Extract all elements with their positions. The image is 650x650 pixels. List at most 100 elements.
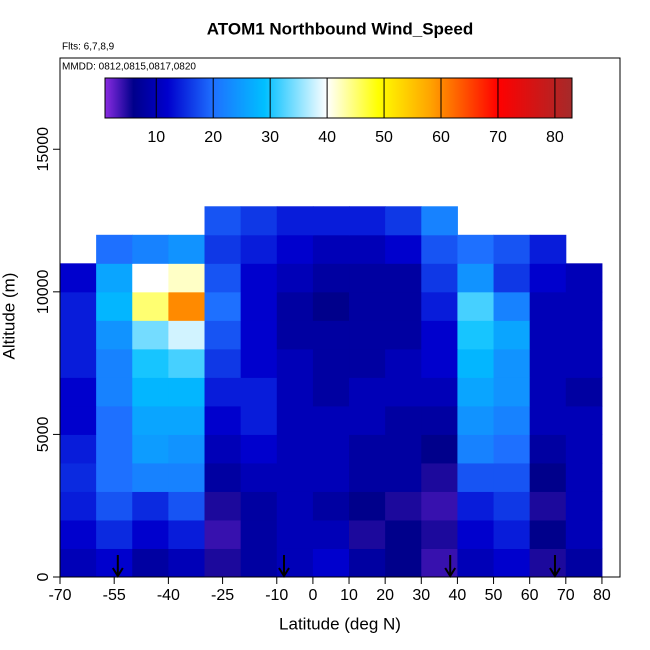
heat-cell [385, 291, 422, 321]
heat-cell [421, 434, 458, 464]
heat-cell [493, 320, 531, 350]
heat-cell [385, 263, 422, 293]
heat-cell [529, 405, 567, 435]
heat-cell [565, 462, 603, 492]
heat-cell [204, 234, 242, 264]
y-axis-label: Altitude (m) [0, 273, 18, 360]
heat-cell [168, 548, 206, 578]
heat-cell [385, 434, 422, 464]
heat-cell [60, 291, 97, 321]
heat-cell [204, 291, 242, 321]
colorbar-tick-label: 20 [204, 129, 222, 146]
arrow [278, 555, 290, 578]
heat-cell [421, 263, 458, 293]
heat-cell [204, 206, 242, 236]
x-tick-label: -70 [48, 587, 71, 604]
colorbar-tick-label: 60 [432, 129, 450, 146]
heat-cell [349, 405, 386, 435]
heat-cell [204, 405, 242, 435]
arrow [549, 555, 561, 578]
heat-cell [385, 548, 422, 578]
heat-cell [276, 462, 314, 492]
heat-cell [96, 519, 133, 549]
heat-cell [349, 234, 386, 264]
heat-cell [132, 234, 169, 264]
heat-cell [385, 377, 422, 407]
heat-cell [529, 348, 567, 378]
heat-cell [312, 462, 350, 492]
heat-cell [493, 234, 531, 264]
annotation: MMDD: 0812,0815,0817,0820 [62, 62, 196, 73]
heat-cell [96, 462, 133, 492]
heat-cell [312, 263, 350, 293]
heat-cell [132, 263, 169, 293]
heat-cell [240, 519, 278, 549]
heat-cell [565, 434, 603, 464]
heat-cell [204, 263, 242, 293]
x-tick-label: -10 [265, 587, 288, 604]
y-tick-label: 5000 [35, 417, 52, 453]
heat-cell [385, 348, 422, 378]
heat-cell [421, 519, 458, 549]
heat-cell [421, 234, 458, 264]
heat-cell [565, 377, 603, 407]
heat-cell [529, 434, 567, 464]
heat-cell [240, 234, 278, 264]
heat-cell [493, 263, 531, 293]
arrow-head [444, 567, 457, 578]
arrow [444, 555, 457, 578]
heat-cell [96, 234, 133, 264]
heat-cell [168, 234, 206, 264]
heat-cell [96, 377, 133, 407]
heat-cell [529, 320, 567, 350]
heat-cell [276, 320, 314, 350]
heat-cell [204, 519, 242, 549]
heat-cell [168, 348, 206, 378]
heat-cell [96, 405, 133, 435]
heat-cell [385, 491, 422, 521]
heat-cell [240, 206, 278, 236]
y-tick-label: 10000 [35, 269, 52, 314]
heat-cell [60, 548, 97, 578]
heat-cell [204, 377, 242, 407]
heat-cell [168, 405, 206, 435]
colorbar-tick-label: 50 [375, 129, 393, 146]
heat-cell [349, 206, 386, 236]
heat-cell [385, 320, 422, 350]
colorbar-tick-label: 30 [261, 129, 279, 146]
x-tick-label: 80 [593, 587, 611, 604]
x-tick-label: 70 [557, 587, 575, 604]
heat-cell [457, 234, 495, 264]
heat-cell [276, 234, 314, 264]
heat-cell [349, 320, 386, 350]
plot-frame [59, 57, 621, 578]
x-tick-label: 10 [340, 587, 358, 604]
heat-cell [60, 320, 97, 350]
heat-cell [385, 462, 422, 492]
heat-cell [385, 405, 422, 435]
heat-cell [349, 377, 386, 407]
heat-cell [276, 377, 314, 407]
x-tick-label: 20 [376, 587, 394, 604]
heat-cell [421, 462, 458, 492]
heat-cell [240, 377, 278, 407]
heat-cell [168, 320, 206, 350]
heat-cell [60, 348, 97, 378]
heat-cell [529, 548, 567, 578]
heat-cell [529, 263, 567, 293]
heat-cell [240, 291, 278, 321]
heat-cell [457, 377, 495, 407]
heat-cell [493, 377, 531, 407]
heat-cell [240, 491, 278, 521]
heat-cell [421, 291, 458, 321]
heat-cell [529, 234, 567, 264]
colorbar-tick-label: 10 [147, 129, 165, 146]
heat-cell [276, 491, 314, 521]
heat-cell [204, 462, 242, 492]
heat-cell [349, 519, 386, 549]
heat-cell [457, 405, 495, 435]
heat-cell [276, 348, 314, 378]
heat-cell [132, 548, 169, 578]
heat-cell [204, 548, 242, 578]
heat-cell [349, 491, 386, 521]
